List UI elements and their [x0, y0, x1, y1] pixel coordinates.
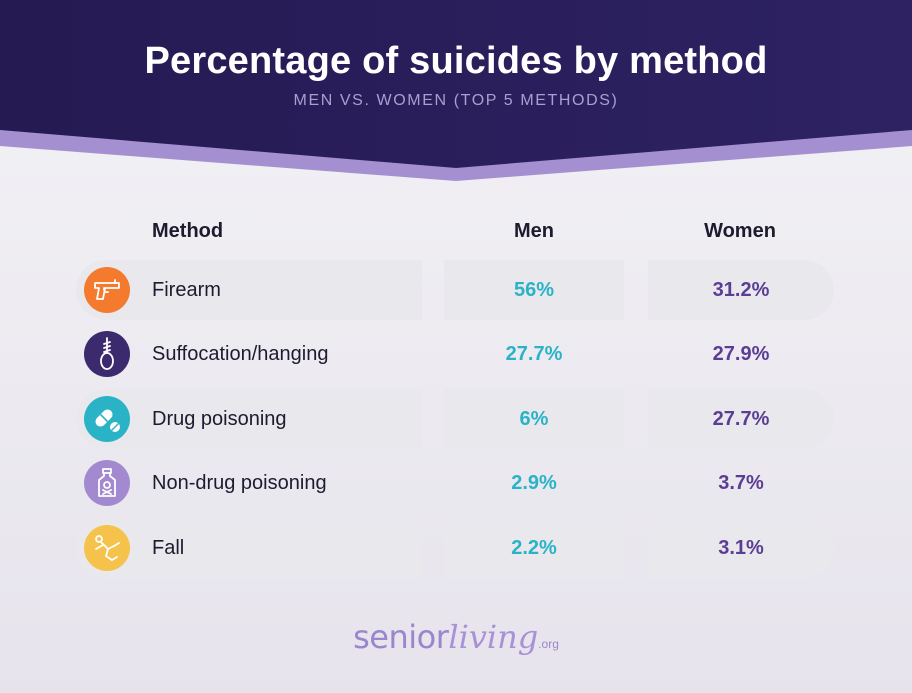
- column-header-men: Men: [514, 220, 554, 242]
- brand-logo-main: senior: [353, 618, 449, 656]
- women-cell: [648, 389, 834, 449]
- page-subtitle: MEN VS. WOMEN (TOP 5 METHODS): [293, 92, 619, 109]
- falling-person-icon: [84, 525, 130, 571]
- men-cell: [444, 518, 624, 578]
- method-cell: [76, 260, 422, 320]
- table-row-suffocation: Suffocation/hanging 27.7% 27.9%: [0, 324, 912, 384]
- table-row-drug-poisoning: Drug poisoning 6% 27.7%: [0, 389, 912, 449]
- method-label: Suffocation/hanging: [152, 343, 329, 365]
- women-value: 31.2%: [712, 279, 770, 301]
- men-cell: [444, 389, 624, 449]
- method-cell: [76, 518, 422, 578]
- column-header-women: Women: [704, 220, 776, 242]
- method-label: Fall: [152, 537, 185, 559]
- men-value: 6%: [519, 408, 549, 430]
- page-title: Percentage of suicides by method: [144, 40, 768, 82]
- women-value: 3.7%: [718, 472, 764, 494]
- icon-bg: [84, 267, 130, 313]
- men-cell: [444, 260, 624, 320]
- gun-icon: [84, 267, 130, 313]
- women-cell: [648, 260, 834, 320]
- pills-icon: [84, 396, 130, 442]
- brand-logo-suffix: .org: [538, 637, 559, 651]
- men-value: 2.2%: [511, 537, 557, 559]
- method-label: Firearm: [152, 279, 221, 301]
- noose-icon: [84, 331, 130, 377]
- men-value: 56%: [513, 279, 555, 301]
- method-label: Non-drug poisoning: [152, 472, 327, 494]
- method-cell: [76, 389, 422, 449]
- brand-logo[interactable]: seniorliving.org: [0, 618, 912, 656]
- table-row-firearm: Firearm 56% 31.2%: [0, 260, 912, 320]
- icon-bg: [84, 331, 130, 377]
- women-cell: [648, 518, 834, 578]
- table-row-non-drug-poisoning: Non-drug poisoning 2.9% 3.7%: [0, 453, 912, 513]
- brand-logo-script: living: [448, 618, 539, 656]
- icon-bg: [84, 460, 130, 506]
- women-value: 27.7%: [712, 408, 770, 430]
- method-label: Drug poisoning: [152, 408, 287, 430]
- header-background: [0, 0, 912, 181]
- table-row-fall: Fall 2.2% 3.1%: [0, 518, 912, 578]
- poison-bottle-icon: [84, 460, 130, 506]
- men-value: 27.7%: [505, 343, 563, 365]
- men-value: 2.9%: [511, 472, 557, 494]
- column-header-method: Method: [152, 220, 224, 242]
- women-value: 27.9%: [712, 343, 770, 365]
- women-value: 3.1%: [718, 537, 764, 559]
